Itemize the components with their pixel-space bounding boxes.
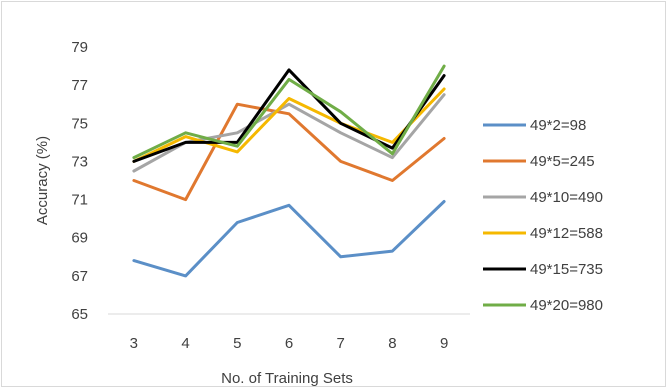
- legend-label-4: 49*12=588: [530, 225, 603, 242]
- y-tick-label: 79: [71, 39, 88, 56]
- x-axis-label: No. of Training Sets: [221, 370, 353, 387]
- legend-label-1: 49*2=98: [530, 117, 586, 134]
- legend-label-3: 49*10=490: [530, 189, 603, 206]
- x-tick-label: 5: [233, 335, 241, 352]
- y-tick-label: 65: [71, 306, 88, 323]
- y-axis-ticks: 65 67 69 71 73 75 77 79: [71, 39, 88, 323]
- series-line-4: [132, 87, 446, 163]
- legend: 49*2=98 49*5=245 49*10=490 49*12=588 49*15=7…: [483, 117, 603, 314]
- series-line-3: [132, 93, 446, 173]
- series-lines: [132, 64, 446, 278]
- y-tick-label: 77: [71, 77, 88, 94]
- x-tick-label: 3: [130, 335, 138, 352]
- y-tick-label: 75: [71, 115, 88, 132]
- y-tick-label: 67: [71, 268, 88, 285]
- series-line-1: [132, 200, 446, 278]
- legend-label-2: 49*5=245: [530, 153, 595, 170]
- series-line-6: [132, 64, 446, 160]
- x-tick-label: 6: [285, 335, 293, 352]
- x-tick-label: 4: [181, 335, 189, 352]
- series-line-5: [132, 68, 446, 163]
- x-tick-label: 8: [388, 335, 396, 352]
- y-tick-label: 73: [71, 153, 88, 170]
- x-tick-label: 7: [337, 335, 345, 352]
- x-axis-ticks: 3 4 5 6 7 8 9: [130, 335, 449, 352]
- y-tick-label: 71: [71, 192, 88, 209]
- series-line-2: [132, 102, 446, 202]
- x-tick-label: 9: [440, 335, 448, 352]
- y-axis-label: Accuracy (%): [34, 136, 51, 225]
- y-tick-label: 69: [71, 230, 88, 247]
- legend-label-6: 49*20=980: [530, 297, 603, 314]
- legend-label-5: 49*15=735: [530, 261, 603, 278]
